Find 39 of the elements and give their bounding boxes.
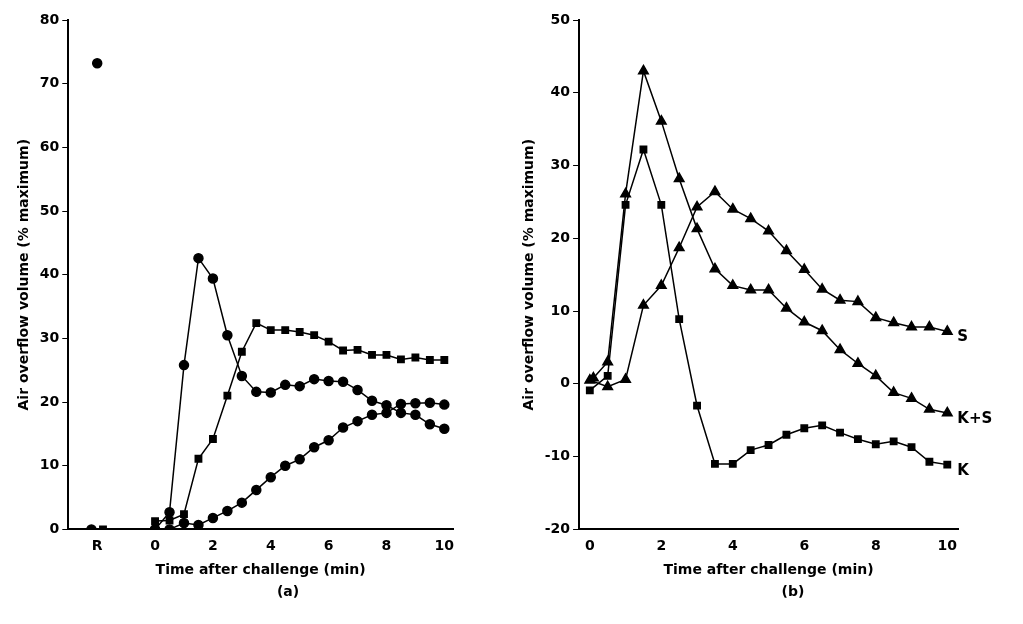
series-label: S xyxy=(957,327,969,346)
x-tick-label: 0 xyxy=(584,537,595,554)
y-tick-label: 0 xyxy=(560,374,571,391)
x-tick-label: 4 xyxy=(265,537,276,554)
y-tick-label: 40 xyxy=(550,83,571,100)
y-tick-label: -10 xyxy=(544,447,571,464)
x-tick-label: 6 xyxy=(799,537,810,554)
x-tick-label: 10 xyxy=(937,537,958,554)
y-tick-label: 20 xyxy=(550,228,571,245)
series-label: K+S xyxy=(957,408,993,427)
x-tick-label: 8 xyxy=(870,537,881,554)
y-tick-label: 50 xyxy=(39,201,60,218)
series-label: K xyxy=(957,460,971,479)
x-tick-label: 0 xyxy=(150,537,161,554)
x-tick-label: 4 xyxy=(727,537,738,554)
y-tick-label: 30 xyxy=(550,156,571,173)
y-tick-label: 80 xyxy=(39,10,60,27)
x-axis-title: Time after challenge (min) xyxy=(155,561,366,578)
x-tick-label: 6 xyxy=(323,537,334,554)
x-tick-label: 10 xyxy=(434,537,455,554)
x-tick-label: R xyxy=(91,537,103,554)
y-tick-label: 50 xyxy=(550,10,571,27)
y-tick-label: 10 xyxy=(550,301,571,318)
y-tick-label: 40 xyxy=(39,265,60,282)
text: (a) xyxy=(275,583,301,599)
y-tick-label: 20 xyxy=(39,392,60,409)
x-axis-title: Time after challenge (min) xyxy=(663,561,874,578)
y-axis-title: Air overflow volume (% maximum) xyxy=(15,138,32,411)
y-tick-label: 30 xyxy=(39,329,60,346)
y-tick-label: -20 xyxy=(544,520,571,537)
text: (b) xyxy=(780,583,806,599)
x-tick-label: 2 xyxy=(656,537,667,554)
x-tick-label: 8 xyxy=(381,537,392,554)
y-axis-title: Air overflow volume (% maximum) xyxy=(520,138,537,411)
x-tick-label: 2 xyxy=(208,537,218,554)
y-tick-label: 70 xyxy=(39,74,60,91)
y-tick-label: 10 xyxy=(39,456,60,473)
y-tick-label: 60 xyxy=(39,137,60,154)
y-tick-label: 0 xyxy=(49,520,60,537)
